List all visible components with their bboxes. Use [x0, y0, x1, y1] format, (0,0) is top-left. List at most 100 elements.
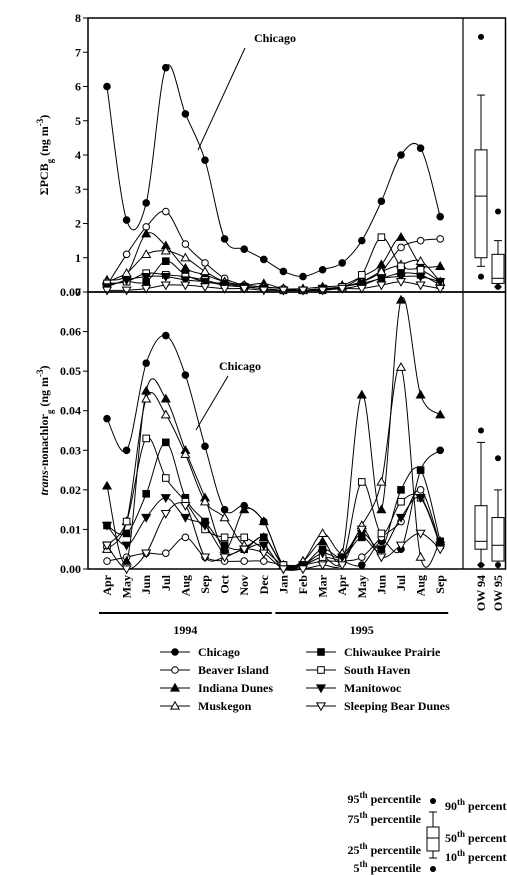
box-label: OW 94 [474, 575, 488, 611]
marker [435, 278, 446, 287]
y-tick-label: 1 [75, 251, 81, 265]
year-label: 1995 [350, 623, 374, 637]
series-line [106, 441, 441, 569]
marker [416, 265, 425, 274]
annotation: Chicago [254, 31, 296, 45]
marker [278, 565, 289, 575]
marker [377, 197, 386, 206]
x-tick-label: Dec [257, 574, 271, 594]
marker [181, 110, 190, 118]
marker [162, 331, 170, 340]
key-label-part: percentile [368, 843, 422, 857]
y-tick-label: 0.01 [60, 522, 81, 536]
marker [376, 274, 387, 284]
x-tick-label: Aug [178, 575, 192, 596]
key-label-part: 95 [348, 792, 360, 806]
marker [337, 553, 348, 563]
y-axis-label-part: trans [37, 470, 51, 496]
marker [260, 557, 268, 565]
marker [121, 541, 132, 551]
marker [317, 561, 328, 571]
marker [142, 199, 150, 207]
box [474, 149, 488, 259]
y-axis-label-part: ) [37, 365, 51, 369]
y-tick-label: 8 [75, 11, 81, 25]
x-tick-label: Jan [276, 575, 290, 594]
outlier [478, 273, 484, 280]
marker [318, 265, 327, 274]
marker [376, 504, 387, 514]
y-axis-label-part: ) [37, 115, 51, 119]
outlier [495, 562, 501, 569]
key-box [426, 826, 440, 852]
key-label: 25th percentile [348, 841, 422, 857]
marker [356, 525, 367, 535]
marker [160, 272, 171, 282]
marker [101, 541, 113, 551]
marker [337, 284, 348, 294]
key-label-part: percentile [465, 799, 507, 813]
marker [220, 541, 229, 550]
marker [436, 446, 445, 455]
legend-label: Muskegon [198, 699, 252, 713]
box [491, 517, 505, 562]
plot-frame [87, 17, 507, 293]
y-tick-label: 2 [75, 217, 81, 231]
key-dot [430, 798, 436, 804]
marker [121, 286, 132, 296]
marker [162, 549, 170, 557]
key-label-part: 75 [348, 812, 360, 826]
marker [395, 361, 407, 371]
key-label-part: 50 [445, 831, 457, 845]
marker [201, 442, 209, 451]
marker [397, 486, 405, 494]
legend-label: Chicago [198, 645, 240, 659]
marker [199, 496, 211, 506]
key-label-part: th [457, 848, 465, 858]
key-label: 75th percentile [348, 810, 422, 826]
legend-label: Indiana Dunes [198, 681, 273, 695]
marker [160, 245, 171, 255]
marker [220, 505, 229, 514]
y-axis-label-part: ΣPCB [37, 163, 51, 195]
legend-label: Chiwaukee Prairie [344, 645, 441, 659]
marker [160, 494, 171, 503]
key-label-part: th [360, 841, 368, 851]
marker [436, 212, 445, 221]
x-tick-label: Jul [159, 574, 173, 591]
x-tick-label: Apr [335, 574, 349, 595]
y-tick-label: 0.03 [60, 443, 81, 457]
marker [415, 272, 426, 282]
marker [317, 666, 325, 674]
marker [317, 536, 328, 545]
key-label-part: th [360, 859, 368, 869]
key-label: 90th percentile [445, 797, 507, 813]
marker [201, 156, 209, 164]
marker [416, 466, 425, 474]
key-label-part: 25 [348, 843, 360, 857]
marker [180, 449, 191, 458]
marker [171, 666, 179, 674]
marker [162, 257, 170, 265]
marker [199, 521, 211, 531]
marker [239, 284, 250, 294]
marker [219, 553, 230, 563]
marker [415, 551, 426, 561]
plot-frame [87, 291, 507, 570]
marker [141, 249, 152, 258]
marker [101, 521, 113, 531]
x-tick-label: Jun [139, 575, 153, 595]
marker [162, 63, 170, 72]
outlier [478, 562, 484, 569]
marker [162, 474, 170, 482]
marker [219, 284, 230, 294]
y-tick-label: 0.05 [60, 364, 81, 378]
marker [101, 480, 113, 490]
marker [358, 561, 366, 569]
marker [160, 509, 171, 519]
x-tick-label: Jul [394, 574, 408, 591]
x-tick-label: Sep [198, 575, 212, 594]
marker [169, 700, 181, 710]
marker [220, 235, 229, 243]
